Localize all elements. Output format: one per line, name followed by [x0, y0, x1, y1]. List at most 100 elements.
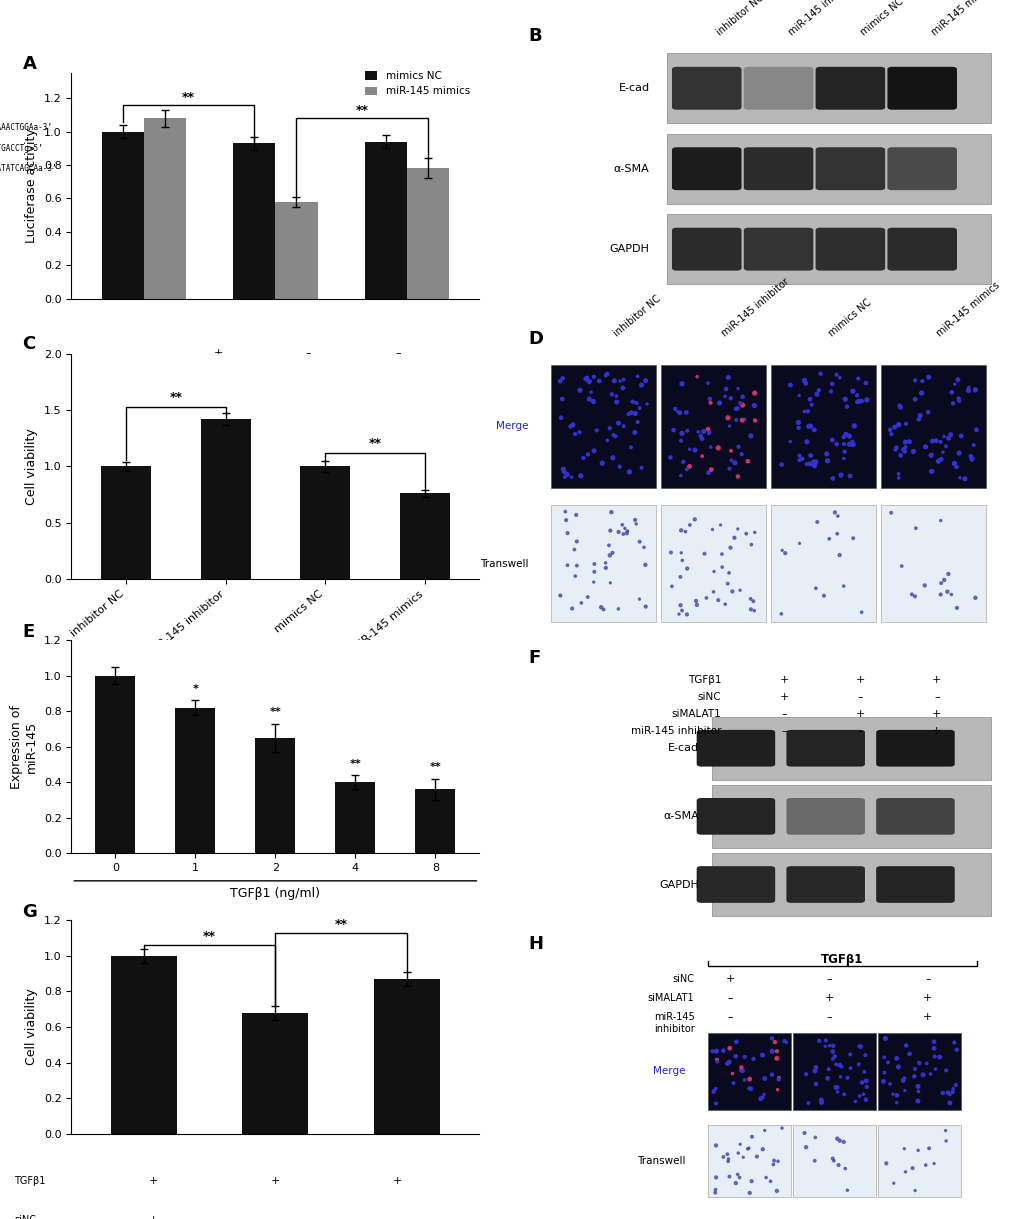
Point	[882, 424, 899, 444]
Bar	[275, 202, 317, 299]
Text: Merge: Merge	[495, 421, 528, 432]
Point	[855, 1085, 871, 1104]
Bar	[550, 505, 655, 622]
Point	[888, 1093, 904, 1113]
Point	[835, 427, 851, 446]
Point	[619, 522, 635, 541]
Point	[797, 1064, 813, 1084]
Bar	[666, 54, 989, 123]
Point	[808, 512, 824, 531]
Point	[820, 529, 837, 549]
Point	[790, 413, 806, 433]
Point	[901, 1045, 917, 1064]
Point	[833, 466, 849, 485]
Point	[605, 425, 622, 445]
Point	[702, 460, 718, 479]
Text: **: **	[334, 918, 347, 931]
Y-axis label: Cell viability: Cell viability	[25, 989, 39, 1065]
Point	[720, 417, 737, 436]
Text: –: –	[924, 974, 929, 984]
Point	[700, 463, 716, 483]
Point	[768, 1048, 785, 1068]
Point	[741, 1184, 757, 1203]
Point	[817, 1031, 834, 1051]
Point	[693, 446, 709, 466]
Text: –: –	[215, 386, 221, 396]
Point	[950, 444, 966, 463]
Point	[803, 395, 819, 414]
Point	[558, 523, 575, 542]
FancyBboxPatch shape	[743, 67, 812, 110]
Point	[603, 544, 620, 563]
Point	[585, 367, 601, 386]
Point	[896, 1081, 912, 1101]
Point	[681, 457, 697, 477]
Point	[588, 421, 604, 440]
Point	[673, 466, 689, 485]
Point	[790, 385, 806, 405]
Point	[585, 391, 601, 411]
Point	[896, 1068, 912, 1087]
Point	[944, 1082, 960, 1102]
Text: C: C	[22, 335, 36, 354]
Point	[897, 414, 913, 434]
Point	[686, 440, 702, 460]
Point	[906, 1059, 922, 1079]
FancyBboxPatch shape	[815, 67, 884, 110]
Point	[890, 1057, 906, 1076]
Bar	[111, 956, 176, 1134]
Point	[699, 373, 715, 393]
Text: +: +	[922, 1012, 931, 1023]
Point	[768, 1041, 785, 1061]
Point	[671, 403, 687, 423]
Point	[916, 575, 932, 595]
Point	[608, 393, 625, 412]
Point	[922, 445, 938, 464]
Point	[705, 581, 721, 601]
Point	[734, 388, 750, 407]
Text: E: E	[22, 623, 35, 641]
Point	[718, 1145, 735, 1164]
Point	[754, 1140, 770, 1159]
Text: miR-145 mimics: miR-145 mimics	[933, 280, 1001, 339]
FancyBboxPatch shape	[887, 147, 956, 190]
Point	[910, 1053, 926, 1073]
Point	[699, 419, 715, 439]
Point	[613, 516, 630, 535]
Point	[909, 1091, 925, 1111]
Point	[940, 428, 956, 447]
Text: +: +	[148, 1176, 158, 1186]
Text: +: +	[779, 692, 788, 702]
Point	[932, 450, 949, 469]
Point	[756, 1069, 772, 1089]
Point	[688, 595, 704, 614]
Point	[838, 397, 854, 417]
Point	[765, 1151, 782, 1170]
Point	[966, 380, 982, 400]
Point	[855, 1062, 871, 1081]
Point	[620, 405, 636, 424]
Point	[802, 417, 818, 436]
Point	[782, 375, 798, 395]
Point	[927, 432, 944, 451]
Point	[828, 1129, 845, 1148]
Point	[669, 402, 686, 422]
Point	[579, 445, 595, 464]
Point	[890, 414, 906, 434]
Point	[719, 408, 736, 428]
Text: F: F	[528, 649, 540, 667]
Point	[841, 435, 857, 455]
Point	[595, 600, 611, 619]
Point	[623, 402, 639, 422]
Bar	[877, 1032, 961, 1109]
Point	[752, 1089, 768, 1108]
Point	[827, 434, 844, 453]
Point	[709, 590, 726, 610]
Point	[947, 1075, 963, 1095]
Point	[828, 506, 845, 525]
Point	[823, 1042, 840, 1062]
Point	[586, 555, 602, 574]
Point	[796, 402, 812, 422]
Point	[690, 422, 706, 441]
Text: –: –	[781, 709, 787, 719]
